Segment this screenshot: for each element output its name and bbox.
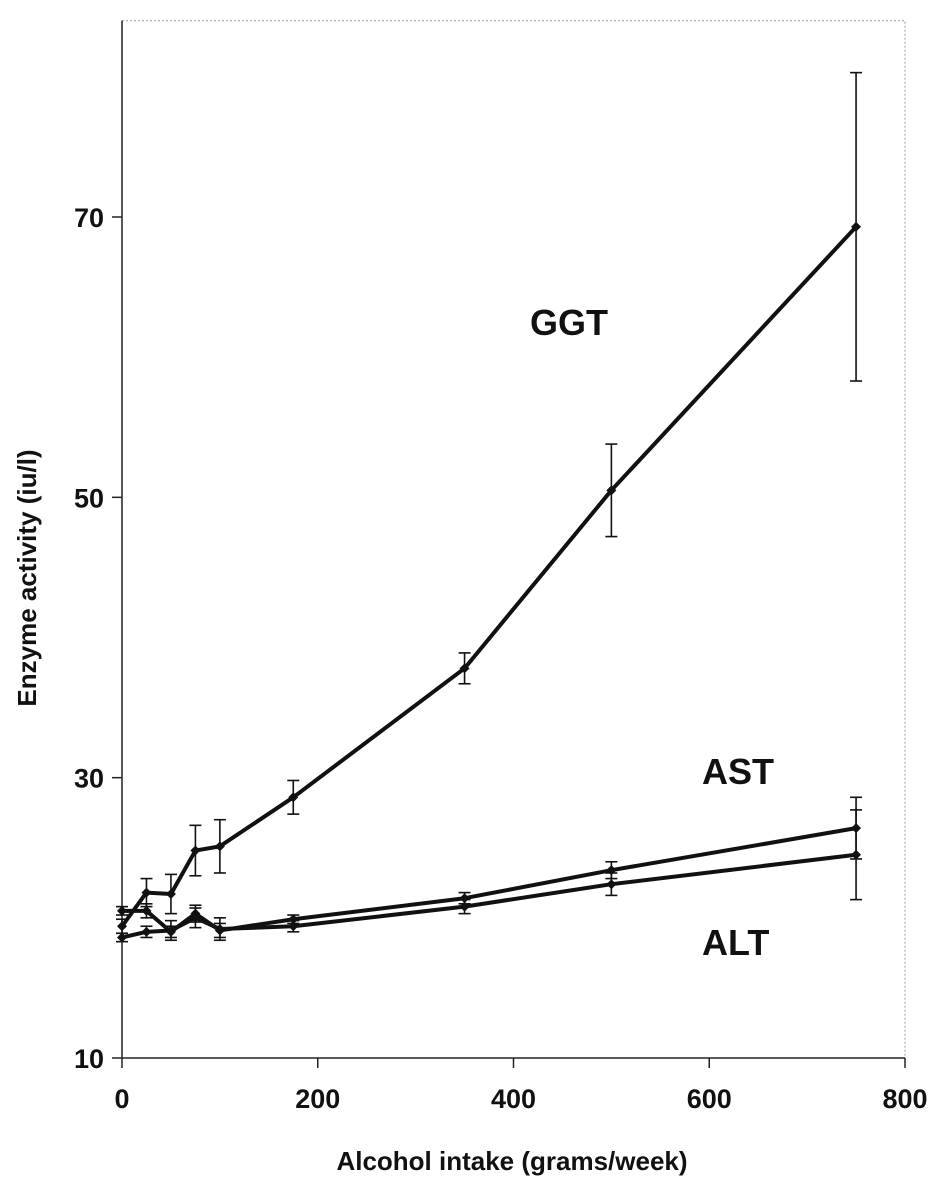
data-point xyxy=(459,663,470,674)
data-point xyxy=(606,485,617,496)
series-label-ggt: GGT xyxy=(530,302,608,343)
data-point xyxy=(190,912,201,923)
x-tick-label: 200 xyxy=(295,1084,340,1114)
series-line-ast xyxy=(120,826,859,934)
data-point xyxy=(117,905,127,916)
data-point xyxy=(851,221,862,232)
x-tick-label: 600 xyxy=(687,1084,732,1114)
x-tick-label: 400 xyxy=(491,1084,536,1114)
data-point xyxy=(288,792,299,803)
x-axis-title: Alcohol intake (grams/week) xyxy=(336,1146,687,1176)
data-point xyxy=(117,932,127,943)
y-axis-title: Enzyme activity (iu/l) xyxy=(12,449,42,706)
data-point xyxy=(214,841,225,852)
series-ggt xyxy=(116,71,863,935)
data-point xyxy=(851,849,862,860)
data-point xyxy=(288,921,299,932)
series-label-alt: ALT xyxy=(702,922,769,963)
data-point xyxy=(606,879,617,890)
data-point xyxy=(141,887,152,898)
data-point xyxy=(190,845,201,856)
data-point xyxy=(165,925,176,936)
data-point xyxy=(459,893,470,904)
y-tick-label: 50 xyxy=(74,483,104,513)
y-tick-label: 10 xyxy=(74,1044,104,1074)
y-tick-label: 70 xyxy=(74,203,104,233)
data-point xyxy=(141,905,152,916)
series-layer xyxy=(116,71,863,943)
y-tick-label: 30 xyxy=(74,764,104,794)
data-point xyxy=(165,889,176,900)
x-tick-label: 800 xyxy=(882,1084,927,1114)
data-point xyxy=(214,924,225,935)
series-alt xyxy=(116,809,863,943)
data-point xyxy=(459,901,470,912)
y-axis: 10 30 50 70 xyxy=(74,203,122,1074)
plot-border xyxy=(121,20,906,1059)
data-point xyxy=(117,921,127,932)
data-point xyxy=(288,914,299,925)
series-line-ggt xyxy=(120,224,859,929)
x-axis: 0 200 400 600 800 xyxy=(114,1058,928,1114)
data-point xyxy=(141,926,152,937)
plot-frame xyxy=(121,20,906,1059)
x-tick-label: 0 xyxy=(114,1084,129,1114)
series-label-ast: AST xyxy=(702,751,774,792)
